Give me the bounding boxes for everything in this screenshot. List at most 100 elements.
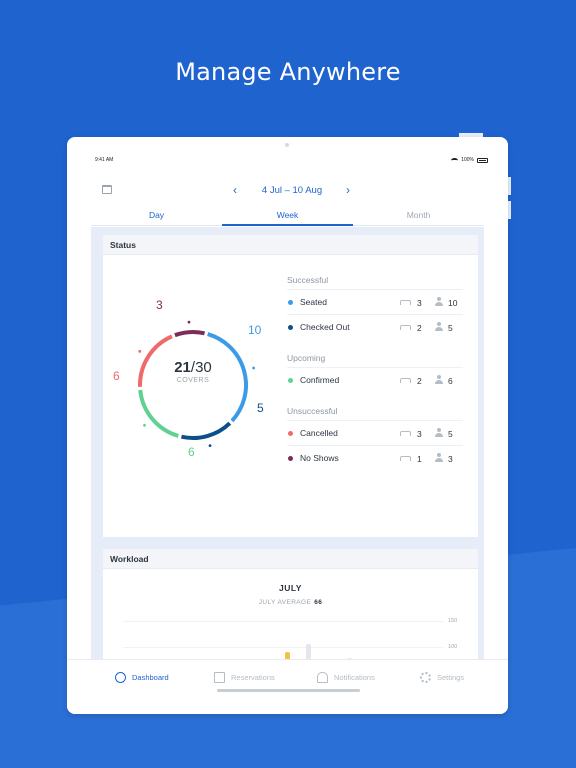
- people-count: 5: [448, 429, 453, 439]
- covers-label: COVERS: [176, 377, 210, 384]
- table-count: 2: [417, 376, 422, 386]
- tab-selected-indicator: [222, 224, 353, 226]
- group-upcoming: Upcoming: [287, 353, 326, 363]
- donut-segment-no-shows: [174, 330, 206, 338]
- battery-icon: [477, 157, 488, 163]
- home-indicator: [217, 689, 360, 692]
- table-count: 2: [417, 323, 422, 333]
- grid-line-150: [123, 621, 443, 622]
- device-volume-up: [508, 177, 511, 195]
- status-dot: [288, 431, 293, 436]
- covers-current: 21: [174, 359, 191, 376]
- donut-marker-seated: [252, 366, 256, 370]
- donut-marker-confirmed: [143, 423, 146, 427]
- workload-bar[interactable]: [347, 657, 352, 659]
- table-icon: [400, 325, 411, 330]
- period-tabs: Day Week Month: [91, 207, 484, 226]
- donut-marker-checked-out: [208, 444, 212, 448]
- status-name: Checked Out: [300, 322, 350, 332]
- date-range[interactable]: 4 Jul – 10 Aug: [261, 185, 323, 196]
- gear-icon: [420, 671, 431, 683]
- status-dot: [288, 325, 293, 330]
- tab-settings[interactable]: Settings: [420, 670, 464, 684]
- tab-notifications[interactable]: Notifications: [317, 670, 375, 684]
- table-count: 3: [417, 429, 422, 439]
- status-right: 100%: [451, 157, 488, 163]
- covers-count: 21/30: [148, 359, 238, 376]
- workload-card-title: Workload: [103, 549, 478, 569]
- tab-week[interactable]: Week: [276, 210, 299, 220]
- status-bar: 9:41 AM 100%: [95, 157, 488, 165]
- dashboard-icon: [115, 671, 126, 683]
- tab-month[interactable]: Month: [406, 210, 431, 220]
- tab-reservations[interactable]: Reservations: [214, 670, 275, 684]
- workload-card: Workload JULY JULY AVERAGE 66 150 100: [103, 549, 478, 659]
- donut-label-cancelled: 6: [113, 369, 120, 383]
- donut-segment-confirmed: [138, 389, 179, 438]
- people-count: 5: [448, 323, 453, 333]
- workload-average-value: 66: [314, 599, 323, 606]
- status-row-no-shows[interactable]: No Shows 1 3: [287, 445, 463, 470]
- status-row-confirmed[interactable]: Confirmed 2 6: [287, 367, 463, 392]
- grid-line-100: [123, 647, 443, 648]
- donut-marker-cancelled: [138, 349, 142, 353]
- people-count: 6: [448, 376, 453, 386]
- donut-segment-cancelled: [138, 334, 173, 387]
- table-count: 1: [417, 454, 422, 464]
- reservations-icon: [214, 671, 225, 683]
- bell-icon: [317, 671, 328, 683]
- table-icon: [400, 431, 411, 436]
- table-icon: [400, 378, 411, 383]
- person-icon: [435, 297, 443, 306]
- donut-chart: [138, 320, 256, 448]
- status-dot: [288, 300, 293, 305]
- donut-segment-checked-out: [180, 421, 232, 440]
- tab-dashboard[interactable]: Dashboard: [115, 670, 169, 684]
- table-icon: [400, 300, 411, 305]
- donut-segment-seated: [207, 332, 248, 423]
- person-icon: [435, 428, 443, 437]
- ytick-150: 150: [448, 618, 458, 624]
- tab-day[interactable]: Day: [148, 210, 165, 220]
- bottom-tab-bar: Dashboard Reservations Notifications Set…: [67, 659, 508, 714]
- group-successful: Successful: [287, 275, 329, 285]
- person-icon: [435, 453, 443, 462]
- ytick-100: 100: [448, 644, 458, 650]
- calendar-icon[interactable]: [102, 185, 112, 194]
- workload-month: JULY: [279, 583, 302, 593]
- prev-date-chevron-icon[interactable]: ‹: [233, 183, 237, 197]
- person-icon: [435, 322, 443, 331]
- next-date-chevron-icon[interactable]: ›: [346, 183, 350, 197]
- donut-label-no-shows: 3: [156, 298, 163, 312]
- status-name: Seated: [300, 297, 327, 307]
- people-count: 3: [448, 454, 453, 464]
- date-bar: ‹ 4 Jul – 10 Aug ›: [67, 183, 508, 199]
- status-card-title: Status: [103, 235, 478, 255]
- donut-label-checked-out: 5: [257, 401, 264, 415]
- status-dot: [288, 378, 293, 383]
- status-dot: [288, 456, 293, 461]
- workload-bar[interactable]: [305, 644, 311, 659]
- clock: 9:41 AM: [95, 157, 114, 163]
- wifi-icon: [451, 157, 459, 163]
- workload-bar[interactable]: [284, 651, 290, 659]
- status-row-cancelled[interactable]: Cancelled 3 5: [287, 420, 463, 445]
- covers-total: /30: [190, 359, 212, 376]
- headline: Manage Anywhere: [175, 58, 401, 86]
- donut-label-confirmed: 6: [188, 445, 195, 459]
- battery-percent: 100%: [461, 157, 474, 163]
- group-unsuccessful: Unsuccessful: [287, 406, 338, 416]
- device-volume-down: [508, 201, 511, 219]
- status-row-seated[interactable]: Seated 3 10: [287, 289, 463, 314]
- donut-label-seated: 10: [248, 323, 262, 337]
- tab-dashboard-label: Dashboard: [132, 672, 169, 682]
- people-count: 10: [448, 298, 458, 308]
- table-icon: [400, 456, 411, 461]
- tab-notifications-label: Notifications: [334, 672, 375, 682]
- status-list: Successful Seated 3 10 Checked Out 2 5: [287, 275, 463, 470]
- person-icon: [435, 375, 443, 384]
- status-row-checked-out[interactable]: Checked Out 2 5: [287, 314, 463, 339]
- covers-summary: 21/30 COVERS: [148, 359, 238, 384]
- workload-average: JULY AVERAGE 66: [103, 599, 478, 606]
- dashboard-content[interactable]: Status 21/30 COVERS 10 5 6 6 3 Successfu…: [91, 227, 484, 659]
